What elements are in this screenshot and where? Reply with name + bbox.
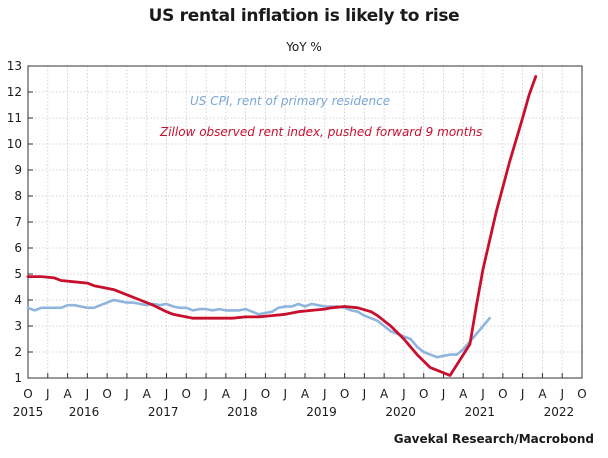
x-tick-label: J xyxy=(164,387,169,401)
y-tick-label: 1 xyxy=(14,371,22,385)
y-tick-label: 13 xyxy=(7,59,22,73)
x-tick-label: J xyxy=(85,387,90,401)
year-label: 2021 xyxy=(465,405,496,419)
y-tick-label: 5 xyxy=(14,267,22,281)
x-tick-label: J xyxy=(401,387,406,401)
y-tick-label: 3 xyxy=(14,319,22,333)
series-line-zillow xyxy=(26,75,538,377)
x-tick-label: O xyxy=(498,387,507,401)
chart-subtitle: YoY % xyxy=(286,40,322,54)
x-tick-label: J xyxy=(282,387,287,401)
y-tick-label: 8 xyxy=(14,189,22,203)
x-tick-label: J xyxy=(322,387,327,401)
x-tick-label: A xyxy=(380,387,389,401)
x-tick-label: J xyxy=(441,387,446,401)
x-tick-label: J xyxy=(480,387,485,401)
y-tick-label: 10 xyxy=(7,137,22,151)
x-tick-label: A xyxy=(538,387,547,401)
x-tick-label: O xyxy=(261,387,270,401)
x-tick-label: O xyxy=(419,387,428,401)
x-tick-label: J xyxy=(559,387,564,401)
y-tick-label: 12 xyxy=(7,85,22,99)
year-label: 2020 xyxy=(385,405,416,419)
year-label: 2015 xyxy=(13,405,44,419)
year-label: 2022 xyxy=(544,405,575,419)
x-tick-label: J xyxy=(520,387,525,401)
grid-lines xyxy=(27,65,583,379)
year-label: 2018 xyxy=(227,405,258,419)
x-tick-label: O xyxy=(23,387,32,401)
y-tick-label: 4 xyxy=(14,293,22,307)
y-tick-label: 2 xyxy=(14,345,22,359)
x-tick-label: A xyxy=(63,387,72,401)
x-tick-label: A xyxy=(222,387,231,401)
y-tick-label: 7 xyxy=(14,215,22,229)
x-tick-label: A xyxy=(301,387,310,401)
y-tick-label: 6 xyxy=(14,241,22,255)
year-label: 2017 xyxy=(148,405,179,419)
chart-source: Gavekal Research/Macrobond xyxy=(393,432,594,446)
x-tick-label: J xyxy=(243,387,248,401)
x-axis-ticks xyxy=(27,373,583,378)
x-tick-label: O xyxy=(340,387,349,401)
year-labels: 2015 2016 2017 2018 2019 2020 2021 2022 xyxy=(13,405,574,419)
x-tick-label: J xyxy=(124,387,129,401)
x-tick-label: O xyxy=(577,387,586,401)
x-tick-label: J xyxy=(203,387,208,401)
legend-zillow: Zillow observed rent index, pushed forwa… xyxy=(159,125,482,139)
x-tick-label: O xyxy=(102,387,111,401)
x-tick-label: O xyxy=(182,387,191,401)
x-tick-label: A xyxy=(459,387,468,401)
y-tick-label: 11 xyxy=(7,111,22,125)
x-tick-label: J xyxy=(45,387,50,401)
series-line-cpi xyxy=(26,298,491,359)
y-tick-label: 9 xyxy=(14,163,22,177)
x-tick-label: A xyxy=(143,387,152,401)
chart-title: US rental inflation is likely to rise xyxy=(148,6,460,26)
series-lines xyxy=(26,75,538,377)
x-tick-label: J xyxy=(362,387,367,401)
legend-cpi: US CPI, rent of primary residence xyxy=(190,94,390,108)
year-label: 2016 xyxy=(69,405,100,419)
year-label: 2019 xyxy=(306,405,337,419)
